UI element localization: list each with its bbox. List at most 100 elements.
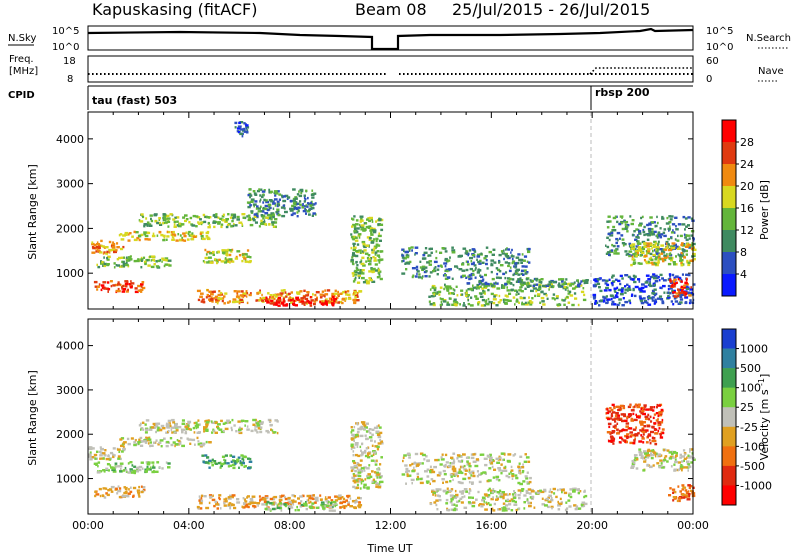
data-cell [481, 496, 486, 499]
data-cell [226, 223, 230, 227]
data-cell [144, 431, 148, 434]
data-cell [519, 280, 523, 284]
data-cell [406, 469, 411, 473]
data-cell [646, 252, 648, 255]
data-cell [147, 442, 150, 445]
data-cell [350, 426, 353, 429]
data-cell [223, 504, 227, 507]
data-cell [271, 429, 274, 432]
data-cell [503, 458, 505, 461]
data-cell [462, 275, 465, 278]
data-cell [352, 460, 356, 463]
data-cell [366, 467, 370, 470]
data-cell [504, 504, 509, 507]
data-cell [271, 295, 275, 299]
data-cell [659, 286, 662, 289]
data-cell [499, 264, 504, 267]
data-cell [242, 216, 245, 219]
data-cell [145, 259, 148, 262]
data-cell [366, 257, 369, 260]
data-cell [143, 233, 146, 236]
data-cell [674, 460, 679, 464]
data-cell [650, 456, 654, 460]
data-cell [313, 501, 317, 504]
data-cell [375, 430, 380, 433]
data-cell [529, 476, 532, 480]
data-cell [353, 290, 357, 294]
data-cell [542, 303, 546, 306]
data-cell [237, 125, 242, 128]
data-cell [262, 210, 265, 213]
data-cell [257, 291, 262, 294]
data-cell [97, 265, 101, 269]
data-cell [358, 249, 362, 252]
data-cell [503, 284, 506, 288]
data-cell [356, 462, 359, 465]
data-cell [310, 497, 314, 500]
data-cell [592, 295, 597, 299]
data-cell [369, 475, 373, 478]
data-cell [110, 284, 113, 288]
data-cell [645, 245, 648, 249]
data-cell [689, 450, 691, 453]
data-cell [551, 283, 553, 286]
data-cell [661, 431, 665, 435]
colorbar-tick-label: -25 [740, 421, 758, 434]
data-cell [355, 486, 360, 489]
data-cell [358, 501, 361, 504]
data-cell [113, 262, 116, 265]
data-cell [477, 260, 481, 264]
x-tick-label: 20:00 [576, 519, 608, 532]
data-cell [596, 282, 601, 286]
data-cell [220, 225, 223, 229]
data-cell [662, 284, 666, 288]
data-cell [450, 456, 454, 459]
data-cell [230, 225, 233, 228]
data-cell [119, 487, 122, 490]
data-cell [274, 221, 278, 224]
data-cell [371, 433, 374, 436]
data-cell [376, 269, 380, 272]
data-cell [200, 221, 203, 224]
data-cell [361, 256, 365, 259]
data-cell [613, 287, 617, 290]
data-cell [240, 461, 245, 464]
data-cell [244, 465, 247, 468]
data-cell [447, 285, 452, 288]
data-cell [646, 454, 650, 457]
data-cell [121, 495, 125, 498]
data-cell [126, 495, 130, 498]
data-cell [446, 276, 451, 279]
data-cell [158, 230, 162, 234]
data-cell [643, 242, 647, 246]
data-cell [116, 246, 120, 249]
data-cell [233, 290, 237, 293]
data-cell [647, 435, 649, 438]
data-cell [613, 289, 616, 292]
data-cell [310, 206, 315, 210]
data-cell [310, 299, 314, 302]
data-cell [179, 224, 182, 228]
data-cell [524, 265, 528, 268]
data-cell [288, 501, 292, 504]
data-cell [459, 465, 462, 469]
data-cell [655, 263, 659, 267]
data-cell [461, 269, 466, 272]
data-cell [349, 497, 352, 500]
data-cell [162, 234, 166, 238]
data-cell [527, 460, 531, 463]
data-cell [349, 505, 353, 508]
data-cell [352, 262, 355, 266]
data-cell [100, 451, 103, 455]
data-cell [411, 469, 415, 473]
data-cell [668, 457, 673, 460]
data-cell [643, 259, 646, 262]
data-cell [429, 288, 432, 291]
data-cell [209, 293, 214, 296]
data-cell [260, 421, 264, 424]
data-cell [670, 465, 673, 468]
data-cell [668, 215, 672, 218]
data-cell [645, 441, 649, 444]
data-cell [496, 491, 501, 494]
